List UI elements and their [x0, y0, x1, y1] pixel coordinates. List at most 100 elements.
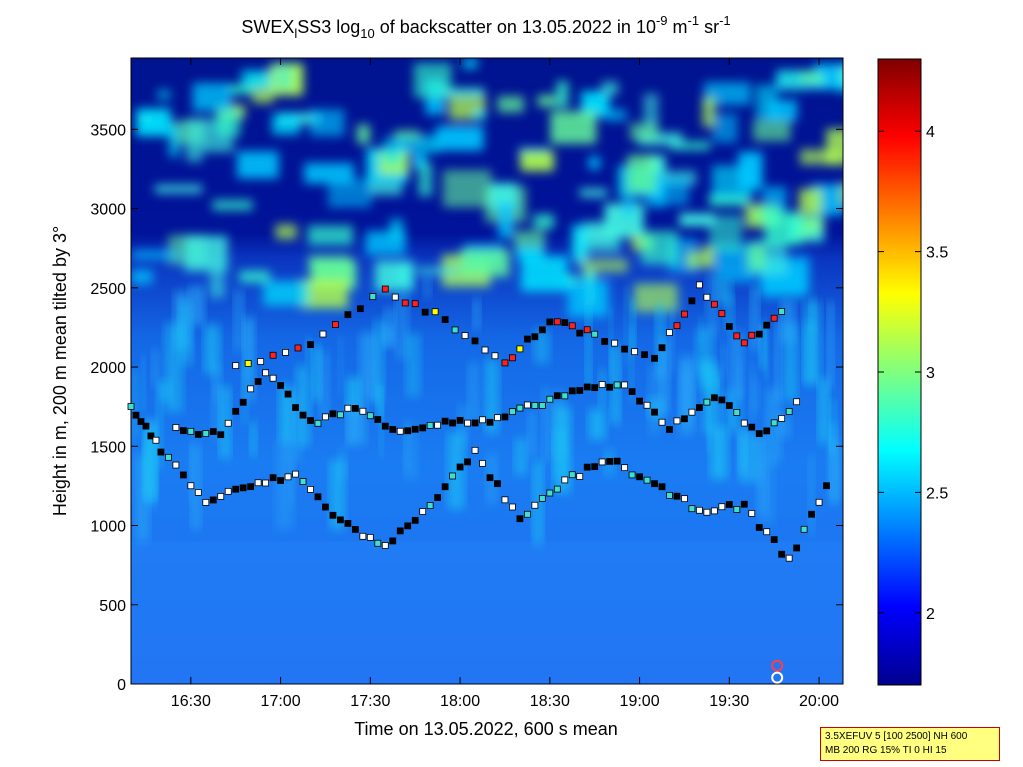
layer-marker: [568, 387, 576, 395]
aerosol-plume: [588, 408, 606, 440]
layer-marker: [396, 527, 404, 535]
layer-marker: [591, 463, 599, 471]
y-tick-label: 500: [99, 598, 126, 615]
cloud-patch: [307, 225, 354, 246]
layer-marker: [516, 404, 524, 412]
x-tick-label: 20:00: [799, 693, 839, 710]
layer-marker: [681, 310, 688, 318]
title-part2: SS3 log: [297, 17, 360, 37]
aerosol-plume: [312, 345, 322, 402]
layer-marker: [651, 480, 658, 488]
cloud-patch: [703, 82, 751, 106]
layer-marker: [733, 409, 741, 416]
layer-marker: [546, 318, 554, 326]
layer-marker: [688, 408, 696, 416]
layer-marker: [244, 360, 252, 367]
layer-marker: [172, 424, 180, 431]
layer-marker: [369, 293, 377, 301]
cloud-patch: [709, 194, 750, 206]
layer-marker: [209, 496, 217, 504]
aerosol-plume: [405, 422, 418, 481]
layer-marker: [778, 415, 786, 422]
layer-marker: [696, 404, 703, 411]
layer-marker: [337, 516, 344, 524]
y-tick-label: 1500: [90, 439, 126, 456]
y-tick-label: 2000: [90, 360, 126, 377]
layer-marker: [561, 476, 569, 484]
cloud-patch: [686, 251, 701, 269]
aerosol-plume: [406, 333, 421, 397]
layer-marker: [431, 308, 439, 316]
layer-marker: [479, 416, 486, 424]
aerosol-plume: [468, 362, 480, 424]
title-part3: of backscatter on 13.05.2022 in 10: [375, 17, 656, 37]
cloud-patch: [263, 280, 309, 306]
layer-marker: [232, 407, 240, 415]
colorbar-tick-label: 4: [926, 124, 935, 141]
layer-marker: [187, 482, 195, 490]
layer-marker: [202, 430, 210, 438]
layer-marker: [763, 528, 771, 536]
x-tick-label: 19:00: [620, 693, 660, 710]
cloud-patch: [670, 141, 711, 151]
layer-marker: [307, 341, 314, 348]
surface-ring-marker: [771, 659, 784, 672]
layer-marker: [611, 339, 619, 347]
layer-marker: [172, 461, 180, 469]
layer-marker: [621, 345, 629, 353]
aerosol-plume: [319, 351, 330, 419]
layer-marker: [591, 330, 599, 338]
y-tick-label: 3000: [90, 202, 126, 219]
layer-marker: [277, 477, 284, 484]
layer-marker: [389, 426, 397, 433]
layer-marker: [703, 293, 711, 301]
cloud-patch: [640, 230, 679, 265]
layer-marker: [725, 501, 733, 508]
cloud-patch: [436, 125, 484, 151]
layer-marker: [601, 338, 609, 345]
cloud-patch: [747, 245, 766, 270]
aerosol-plume: [457, 404, 469, 446]
layer-marker: [217, 493, 225, 500]
layer-marker: [419, 508, 427, 515]
cloud-patch: [702, 97, 716, 128]
layer-marker: [239, 484, 247, 492]
cloud-patch: [192, 82, 232, 112]
layer-marker: [132, 411, 140, 419]
layer-marker: [232, 362, 240, 369]
aerosol-plume: [750, 286, 760, 352]
cloud-patch: [571, 223, 588, 259]
cloud-patch: [588, 156, 601, 170]
colorbar-tick-label: 3: [926, 365, 935, 382]
layer-marker: [486, 418, 494, 426]
layer-marker: [344, 311, 352, 319]
layer-marker: [441, 316, 449, 323]
cloud-patch: [227, 84, 254, 95]
layer-marker: [164, 453, 172, 461]
aerosol-plume: [204, 324, 220, 375]
aerosol-plume: [288, 459, 294, 507]
cloud-patch: [838, 75, 843, 93]
layer-marker: [621, 464, 629, 472]
layer-marker: [606, 458, 614, 465]
x-tick-label: 19:30: [709, 693, 749, 710]
layer-marker: [232, 485, 240, 493]
layer-marker: [374, 416, 382, 423]
layer-marker: [396, 427, 404, 435]
layer-marker: [269, 351, 277, 359]
cloud-patch: [209, 269, 225, 299]
aerosol-plume: [738, 432, 747, 474]
layer-marker: [613, 457, 621, 465]
layer-marker: [322, 413, 329, 421]
aerosol-plume: [659, 339, 670, 416]
aerosol-plume: [648, 365, 662, 435]
title-part5: sr: [699, 17, 719, 37]
layer-marker: [449, 419, 456, 427]
layer-marker: [351, 526, 359, 533]
layer-marker: [491, 352, 499, 360]
layer-marker: [471, 446, 479, 454]
layer-marker: [494, 414, 501, 422]
layer-marker: [299, 478, 307, 485]
aerosol-plume: [808, 454, 815, 535]
cloud-patch: [418, 163, 433, 197]
